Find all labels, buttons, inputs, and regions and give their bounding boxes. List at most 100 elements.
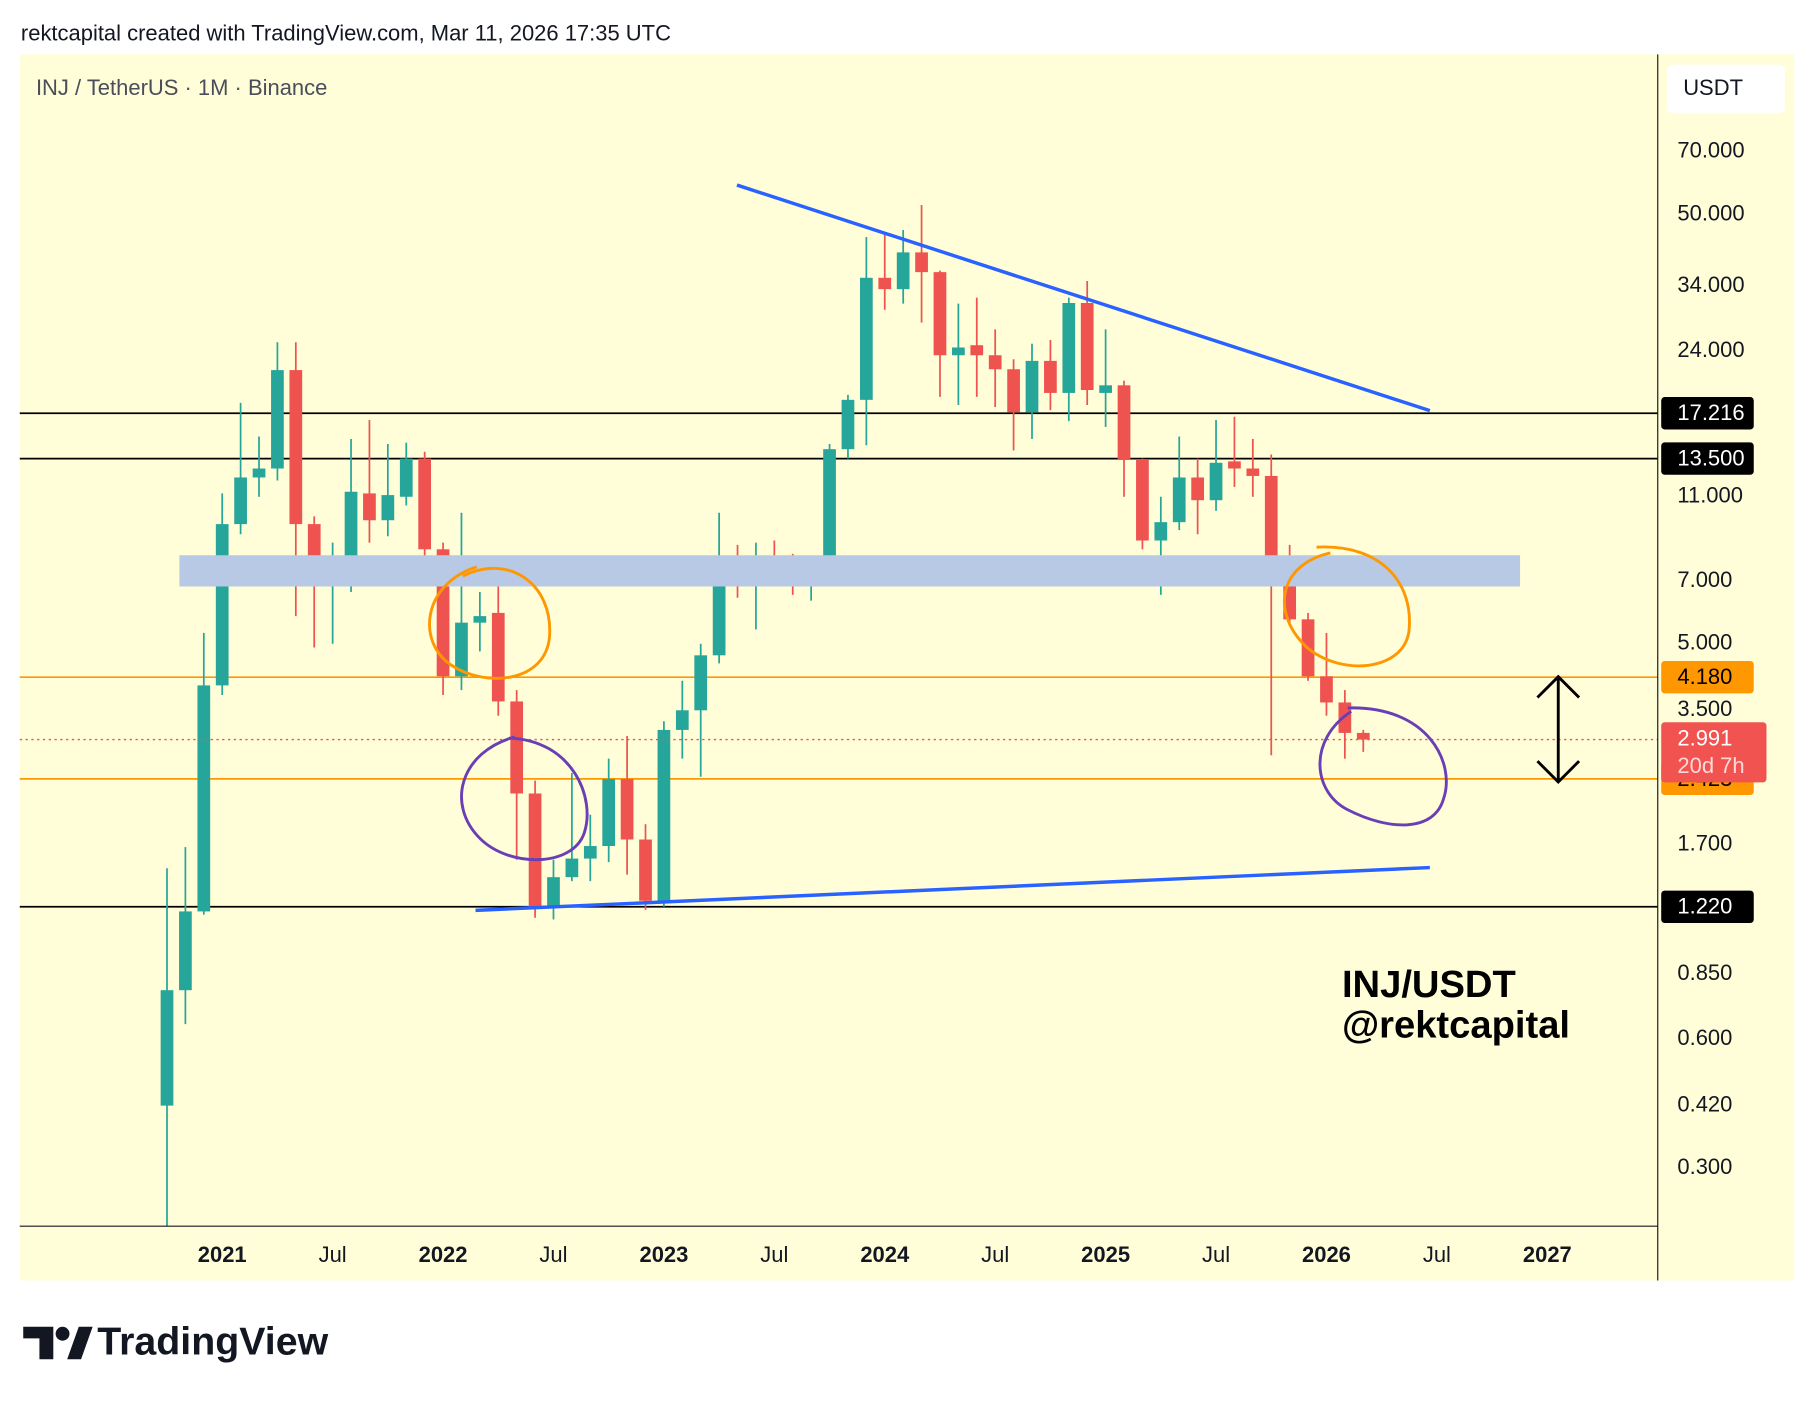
y-tick-label: 1.700 bbox=[1677, 831, 1732, 856]
candle-body bbox=[988, 355, 1002, 370]
candle-body bbox=[1246, 468, 1260, 476]
candle-body bbox=[841, 399, 855, 450]
lower-trendline bbox=[475, 865, 1430, 913]
y-tick-label: 0.420 bbox=[1677, 1091, 1732, 1116]
watermark: INJ/USDT bbox=[1342, 963, 1516, 1006]
candle-body bbox=[252, 468, 266, 478]
symbol-title: INJ / TetherUS · 1M · Binance bbox=[36, 75, 327, 100]
y-tick-label: 5.000 bbox=[1677, 630, 1732, 655]
candle-body bbox=[1191, 477, 1204, 501]
candle-body bbox=[1044, 360, 1057, 393]
range-arrow bbox=[1536, 674, 1581, 785]
candle-body bbox=[547, 877, 560, 907]
level-label: 1.220 bbox=[1677, 894, 1732, 919]
candle-body bbox=[1154, 522, 1168, 541]
y-tick-label: 0.300 bbox=[1677, 1154, 1732, 1179]
candle-body bbox=[234, 477, 247, 525]
y-tick-label: 0.600 bbox=[1677, 1025, 1732, 1050]
x-tick-label: 2026 bbox=[1302, 1242, 1351, 1267]
candle-body bbox=[639, 839, 652, 901]
y-tick-label: 0.850 bbox=[1677, 960, 1732, 985]
level-label: 4.180 bbox=[1677, 664, 1732, 689]
header: rektcapital created with TradingView.com… bbox=[21, 20, 671, 45]
candle-body bbox=[363, 493, 376, 521]
level-label: 13.500 bbox=[1677, 446, 1744, 471]
candle-body bbox=[528, 793, 542, 907]
candle-body bbox=[859, 277, 873, 400]
y-tick-label: 70.000 bbox=[1677, 138, 1744, 163]
candle-body bbox=[657, 729, 671, 901]
y-tick-label: 34.000 bbox=[1677, 272, 1744, 297]
candle-body bbox=[179, 911, 192, 991]
candle-body bbox=[491, 612, 505, 702]
candle-body bbox=[1117, 385, 1131, 460]
candle-body bbox=[620, 779, 634, 840]
x-tick-label: 2024 bbox=[860, 1242, 910, 1267]
x-tick-label: 2023 bbox=[639, 1242, 688, 1267]
candle-body bbox=[1099, 385, 1112, 393]
purple-circle bbox=[460, 735, 589, 862]
currency-button[interactable] bbox=[1666, 64, 1785, 114]
x-tick-label: Jul bbox=[1202, 1242, 1230, 1267]
last-price-label: 2.991 bbox=[1677, 725, 1732, 750]
candle-body bbox=[1007, 369, 1020, 413]
candle-body bbox=[952, 347, 965, 356]
candle-body bbox=[896, 252, 910, 290]
x-tick-label: 2021 bbox=[198, 1242, 247, 1267]
level-label-box bbox=[1661, 660, 1754, 694]
candle-body bbox=[418, 458, 432, 550]
support-zone bbox=[179, 555, 1521, 587]
x-tick-label: 2022 bbox=[419, 1242, 468, 1267]
candle-body bbox=[583, 846, 597, 859]
candle-body bbox=[473, 616, 487, 623]
candle-body bbox=[1264, 475, 1278, 566]
candle-body bbox=[1136, 459, 1149, 541]
candle-body bbox=[510, 701, 524, 794]
candle-body bbox=[1209, 462, 1223, 501]
orange-circle bbox=[1283, 545, 1411, 668]
candle-body bbox=[160, 990, 174, 1106]
candle-body bbox=[675, 710, 689, 730]
last-price-box bbox=[1661, 722, 1767, 783]
level-label-box bbox=[1661, 442, 1754, 475]
candle-body bbox=[455, 622, 468, 677]
candle-body bbox=[1228, 461, 1241, 469]
candle-body bbox=[694, 655, 708, 711]
level-label-box bbox=[1661, 397, 1754, 430]
candle-body bbox=[1356, 732, 1370, 740]
candle-body bbox=[823, 449, 836, 566]
logo-icon bbox=[23, 1326, 93, 1360]
x-tick-label: Jul bbox=[760, 1242, 788, 1267]
candle-body bbox=[271, 370, 284, 469]
logo-text: TradingView bbox=[97, 1320, 328, 1364]
candle-body bbox=[197, 685, 211, 912]
y-tick-label: 11.000 bbox=[1677, 483, 1743, 508]
y-tick-label: 24.000 bbox=[1677, 337, 1744, 362]
candle-body bbox=[381, 495, 395, 521]
purple-circle bbox=[1318, 706, 1448, 827]
x-tick-label: Jul bbox=[539, 1242, 567, 1267]
candle-body bbox=[933, 272, 947, 356]
level-label: 17.216 bbox=[1677, 400, 1744, 425]
x-tick-label: 2025 bbox=[1081, 1242, 1130, 1267]
x-tick-label: Jul bbox=[1423, 1242, 1451, 1267]
x-tick-label: Jul bbox=[319, 1242, 347, 1267]
x-tick-label: Jul bbox=[981, 1242, 1009, 1267]
candle-body bbox=[289, 370, 303, 525]
level-label-box bbox=[1661, 890, 1754, 923]
candle-body bbox=[1080, 302, 1094, 391]
candle-body bbox=[602, 779, 616, 847]
candle-body bbox=[399, 458, 413, 497]
candle-body bbox=[878, 277, 892, 290]
currency[interactable]: USDT bbox=[1683, 75, 1743, 100]
countdown-label: 20d 7h bbox=[1677, 753, 1744, 778]
candle-body bbox=[565, 858, 579, 878]
orange-circle bbox=[428, 565, 552, 680]
y-tick-label: 3.500 bbox=[1677, 696, 1732, 721]
candle-body bbox=[215, 524, 229, 686]
chart-background bbox=[19, 54, 1795, 1281]
x-tick-label: 2027 bbox=[1523, 1242, 1572, 1267]
y-tick-label: 7.000 bbox=[1677, 567, 1732, 592]
